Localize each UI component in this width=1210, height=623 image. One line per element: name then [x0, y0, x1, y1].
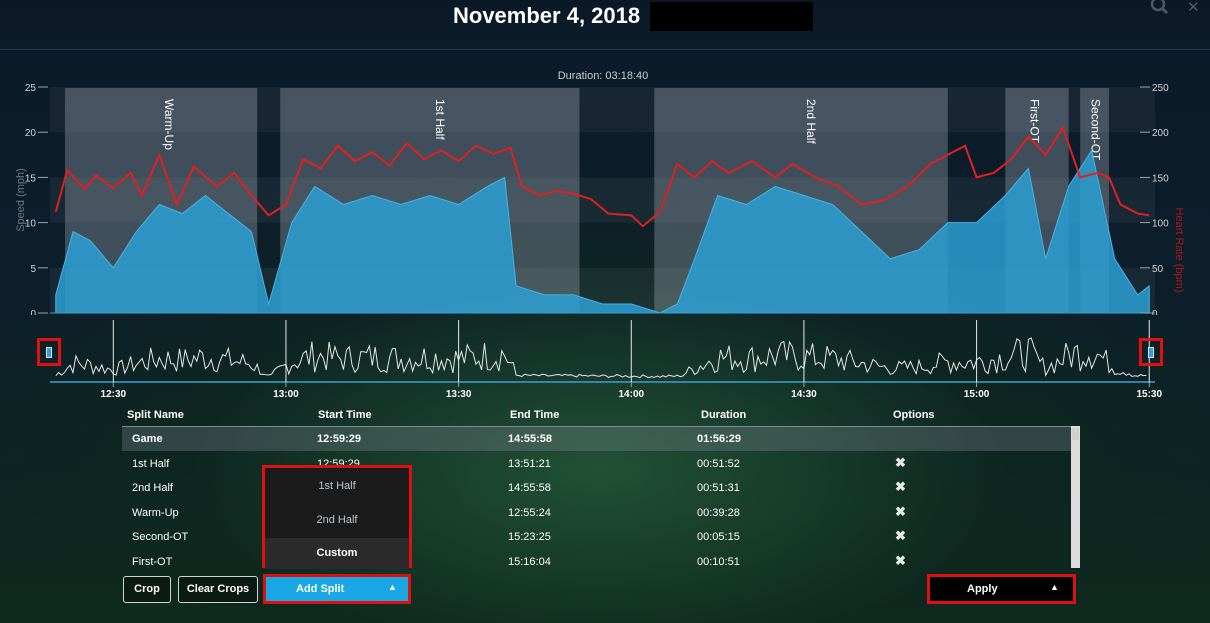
activity-chart: Warm-Up 1st Half 2nd Half First-OT Second-OT…	[15, 70, 1185, 315]
left-tick-label: 0	[30, 309, 36, 315]
table-row[interactable]: Warm-Up 12:55:24 00:39:28 ✖	[122, 501, 1072, 525]
speed-series	[55, 148, 1150, 314]
overview-area	[50, 320, 1155, 382]
cell-name: Game	[132, 433, 163, 445]
time-tick-label: 15:30	[1136, 389, 1162, 400]
crop-button[interactable]: Crop	[123, 576, 171, 603]
cell-name: Second-OT	[132, 531, 189, 543]
header-duration[interactable]: Duration	[701, 409, 747, 421]
left-tick-label: 15	[25, 173, 37, 184]
close-icon[interactable]: ✕	[1187, 0, 1200, 16]
table-row[interactable]: Game 12:59:29 14:55:58 01:56:29	[122, 427, 1072, 451]
delete-icon[interactable]: ✖	[895, 553, 906, 568]
delete-icon[interactable]: ✖	[895, 479, 906, 494]
caret-up-icon: ▲	[388, 582, 397, 592]
cell-end: 15:16:04	[508, 556, 551, 568]
add-split-button[interactable]: Add Split ▲	[263, 574, 411, 604]
cell-end: 13:51:21	[508, 458, 551, 470]
table-row[interactable]: First-OT 15:16:04 00:10:51 ✖	[122, 550, 1072, 572]
right-tick-label: 100	[1152, 219, 1169, 230]
left-tick-label: 25	[25, 83, 37, 94]
table-scrollbar[interactable]	[1071, 426, 1080, 568]
right-tick-label: 250	[1152, 83, 1169, 94]
cell-name: 2nd Half	[132, 482, 173, 494]
cell-duration: 00:51:31	[697, 482, 740, 494]
cell-name: 1st Half	[132, 458, 170, 470]
header-split-name[interactable]: Split Name	[127, 409, 184, 421]
segment-label: 1st Half	[433, 99, 447, 140]
delete-icon[interactable]: ✖	[895, 528, 906, 543]
cell-end: 14:55:58	[508, 433, 553, 445]
clear-crops-button[interactable]: Clear Crops	[178, 576, 258, 603]
grip-icon	[1148, 347, 1154, 358]
right-tick-label: 200	[1152, 128, 1169, 139]
crop-handle-right[interactable]	[1139, 338, 1163, 366]
apply-button[interactable]: Apply ▲	[927, 574, 1076, 604]
cell-duration: 00:39:28	[697, 507, 740, 519]
time-tick-label: 12:30	[101, 389, 127, 400]
header-start-time[interactable]: Start Time	[318, 409, 372, 421]
menu-item-custom[interactable]: Custom	[265, 538, 409, 569]
cell-name: Warm-Up	[132, 507, 179, 519]
timeline-overview[interactable]: 12:30 13:00 13:30 14:00 14:30 15:00 15:30	[0, 315, 1210, 405]
top-bar: November 4, 2018 ✕	[0, 0, 1210, 50]
left-axis-label: Speed (mph)	[15, 168, 27, 232]
cell-name: First-OT	[132, 556, 173, 568]
left-tick-label: 10	[25, 219, 37, 230]
cell-end: 12:55:24	[508, 507, 551, 519]
add-split-menu: 1st Half 2nd Half Custom	[262, 465, 412, 569]
add-split-label: Add Split	[296, 583, 345, 595]
menu-item-2nd-half[interactable]: 2nd Half	[316, 514, 358, 526]
apply-label: Apply	[967, 583, 998, 595]
redacted-block	[650, 2, 813, 31]
left-tick-label: 5	[30, 264, 36, 275]
right-tick-label: 0	[1152, 309, 1158, 315]
header-options: Options	[893, 409, 935, 421]
time-tick-label: 14:30	[791, 389, 817, 400]
header-end-time[interactable]: End Time	[510, 409, 560, 421]
right-tick-label: 50	[1152, 264, 1164, 275]
cell-duration: 00:05:15	[697, 531, 740, 543]
page-title: November 4, 2018	[453, 3, 641, 28]
right-tick-label: 150	[1152, 173, 1169, 184]
segment-label: Warm-Up	[162, 99, 176, 150]
scrollbar-thumb[interactable]	[1072, 428, 1079, 440]
cell-end: 14:55:58	[508, 482, 551, 494]
time-tick-label: 15:00	[964, 389, 990, 400]
cell-end: 15:23:25	[508, 531, 551, 543]
heart-rate-series	[54, 125, 1150, 228]
time-tick-label: 13:30	[446, 389, 472, 400]
caret-up-icon: ▲	[1050, 582, 1059, 592]
table-row[interactable]: 2nd Half 14:55:58 00:51:31 ✖	[122, 476, 1072, 500]
cell-duration: 01:56:29	[697, 433, 742, 445]
menu-item-1st-half[interactable]: 1st Half	[318, 480, 356, 492]
cell-start: 12:59:29	[317, 433, 362, 445]
zoom-icon[interactable]	[1150, 0, 1168, 14]
delete-icon[interactable]: ✖	[895, 504, 906, 519]
cell-duration: 00:10:51	[697, 556, 740, 568]
time-tick-label: 13:00	[273, 389, 299, 400]
right-axis-label: Heart Rate (bpm)	[1173, 208, 1185, 293]
crop-handle-left[interactable]	[37, 338, 61, 366]
grip-icon	[46, 347, 52, 358]
segment-label: First-OT	[1028, 99, 1042, 144]
duration-label: Duration: 03:18:40	[558, 70, 649, 82]
time-tick-label: 14:00	[618, 389, 644, 400]
grid-band	[50, 87, 1155, 133]
segment-label: 2nd Half	[804, 99, 818, 144]
table-row[interactable]: Second-OT 15:23:25 00:05:15 ✖	[122, 525, 1072, 549]
cell-duration: 00:51:52	[697, 458, 740, 470]
grid-band	[50, 177, 1155, 223]
overview-speed-line	[55, 337, 1147, 379]
segment-label: Second-OT	[1089, 99, 1103, 161]
left-tick-label: 20	[25, 128, 37, 139]
delete-icon[interactable]: ✖	[895, 455, 906, 470]
